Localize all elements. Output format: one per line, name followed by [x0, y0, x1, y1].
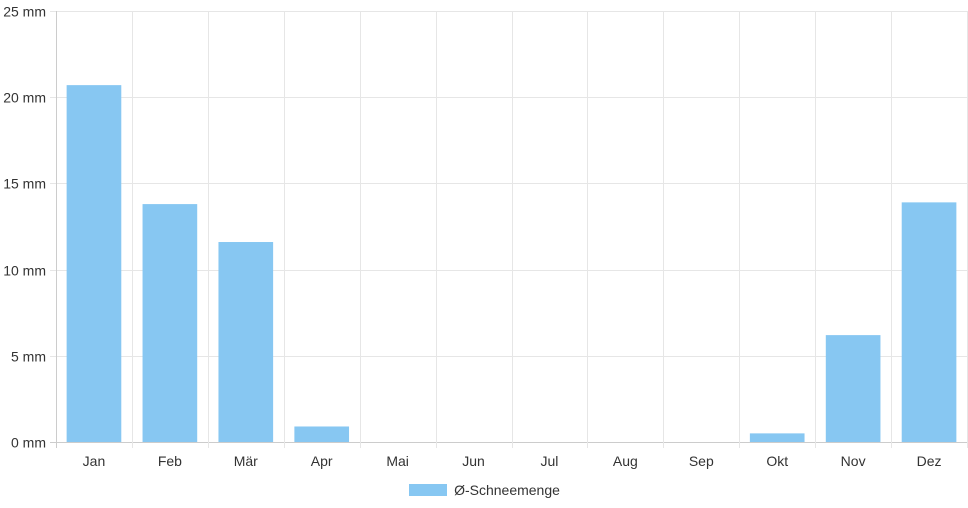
bar-dez[interactable] [901, 202, 957, 442]
x-tick-label: Aug [613, 453, 638, 469]
bar-nov[interactable] [825, 335, 881, 442]
bar-feb[interactable] [142, 204, 198, 442]
y-tick-label: 25 mm [3, 4, 46, 20]
x-tick-label: Dez [917, 453, 942, 469]
x-tick-label: Jun [462, 453, 485, 469]
x-tick-label: Mai [386, 453, 409, 469]
legend[interactable]: Ø-Schneemenge [0, 480, 968, 500]
grid-layer [50, 11, 968, 448]
bar-jan[interactable] [66, 85, 122, 442]
x-tick-label: Nov [841, 453, 866, 469]
y-tick-label: 15 mm [3, 176, 46, 192]
axis-layer: 0 mm 5 mm 10 mm 15 mm 20 mm 25 mm Jan Feb Mär Apr… [3, 4, 941, 470]
x-tick-label: Jul [541, 453, 559, 469]
y-tick-label: 20 mm [3, 90, 46, 106]
x-tick-label: Feb [158, 453, 182, 469]
bar-layer [66, 85, 957, 442]
snow-bar-chart: 0 mm 5 mm 10 mm 15 mm 20 mm 25 mm Jan Feb Mär Apr… [3, 4, 968, 470]
bar-mär[interactable] [218, 242, 274, 442]
bar-apr[interactable] [294, 426, 350, 442]
legend-swatch[interactable] [408, 483, 449, 497]
x-tick-label: Sep [689, 453, 714, 469]
x-tick-label: Jan [83, 453, 106, 469]
y-tick-label: 5 mm [11, 349, 46, 365]
legend-label[interactable]: Ø-Schneemenge [454, 482, 560, 498]
x-tick-label: Apr [311, 453, 333, 469]
bar-okt[interactable] [749, 433, 805, 442]
x-tick-label: Okt [766, 453, 788, 469]
y-tick-label: 0 mm [11, 435, 46, 451]
x-tick-label: Mär [234, 453, 258, 469]
y-tick-label: 10 mm [3, 263, 46, 279]
